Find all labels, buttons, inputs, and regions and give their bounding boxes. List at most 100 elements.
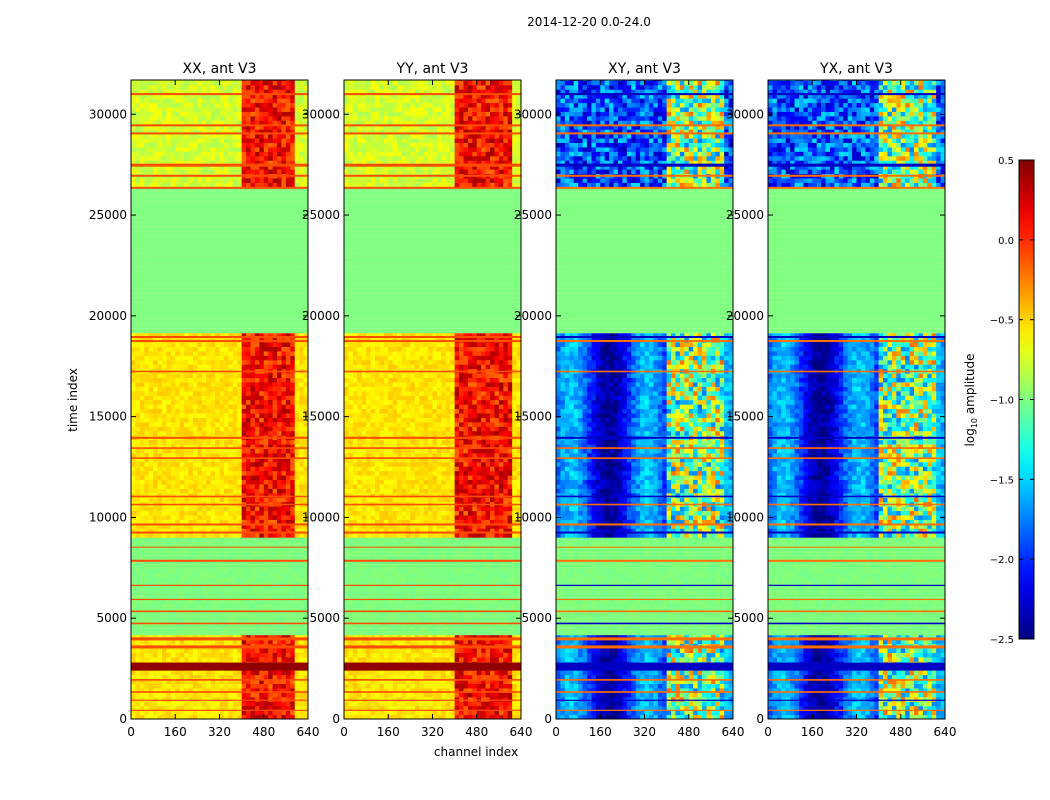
heat-cell bbox=[179, 701, 185, 707]
heat-cell bbox=[428, 683, 433, 689]
heat-cell bbox=[148, 488, 154, 494]
heat-cell bbox=[188, 550, 194, 556]
heat-cell bbox=[131, 612, 136, 618]
heat-cell bbox=[241, 488, 247, 494]
heat-cell bbox=[432, 714, 438, 719]
heat-cell bbox=[277, 612, 282, 618]
heat-cell bbox=[299, 674, 305, 680]
heat-cell bbox=[144, 696, 150, 702]
heat-cell bbox=[241, 426, 247, 432]
heat-cell bbox=[175, 115, 181, 121]
heat-cell bbox=[467, 674, 473, 680]
heat-cell bbox=[277, 488, 282, 494]
heat-cell bbox=[223, 674, 229, 680]
heat-cell bbox=[219, 359, 225, 365]
heat-cell bbox=[272, 479, 278, 485]
heat-cell bbox=[210, 448, 216, 454]
heat-cell bbox=[352, 683, 358, 689]
heat-cell bbox=[441, 714, 447, 719]
heat-cell bbox=[281, 466, 287, 472]
heat-cell bbox=[144, 364, 150, 370]
heat-cell bbox=[157, 169, 163, 175]
heat-cell bbox=[250, 399, 256, 405]
heat-cell bbox=[263, 687, 269, 693]
heat-cell bbox=[237, 692, 243, 698]
heat-cell bbox=[161, 390, 167, 396]
heat-cell bbox=[344, 670, 349, 676]
heat-cell bbox=[254, 585, 260, 591]
heat-cell bbox=[490, 701, 495, 707]
heat-cell bbox=[285, 572, 291, 578]
heat-cell bbox=[357, 701, 363, 707]
heat-cell bbox=[210, 679, 216, 685]
heat-cell bbox=[197, 377, 203, 383]
heat-cell bbox=[290, 625, 296, 631]
heat-cell bbox=[148, 687, 154, 693]
heat-cell bbox=[197, 705, 203, 711]
heat-cell bbox=[237, 133, 243, 139]
heat-cell bbox=[148, 333, 154, 339]
heat-cell bbox=[144, 568, 150, 574]
heat-cell bbox=[206, 554, 212, 560]
heat-cell bbox=[246, 519, 251, 525]
heat-cell bbox=[344, 701, 349, 707]
heat-cell bbox=[148, 523, 154, 529]
heat-cell bbox=[281, 350, 287, 356]
heat-cell bbox=[467, 687, 473, 693]
heat-cell bbox=[277, 355, 282, 361]
heat-cell bbox=[254, 80, 260, 86]
heat-cell bbox=[232, 448, 238, 454]
heat-cell bbox=[254, 408, 260, 414]
heat-cell bbox=[201, 89, 207, 95]
heat-cell bbox=[299, 541, 305, 547]
heat-cell bbox=[352, 670, 358, 676]
heat-cell bbox=[197, 120, 203, 126]
heat-cell bbox=[254, 377, 260, 383]
heat-cell bbox=[259, 594, 265, 600]
heat-cell bbox=[144, 444, 150, 449]
heat-cell bbox=[241, 448, 247, 454]
heat-cell bbox=[170, 359, 176, 365]
heat-cell bbox=[166, 444, 172, 449]
heat-cell bbox=[516, 696, 521, 702]
heat-cell bbox=[206, 541, 212, 547]
heat-cell bbox=[254, 710, 260, 716]
heat-cell bbox=[281, 115, 287, 121]
heat-cell bbox=[161, 439, 167, 445]
heat-cell bbox=[188, 603, 194, 609]
heat-cell bbox=[153, 479, 159, 485]
heat-cell bbox=[188, 639, 194, 645]
heat-cell bbox=[188, 581, 194, 587]
heat-cell bbox=[290, 466, 296, 472]
heat-cell bbox=[210, 466, 216, 472]
heat-cell bbox=[303, 413, 308, 418]
heat-cell bbox=[206, 488, 212, 494]
heat-cell bbox=[131, 466, 136, 472]
heat-cell bbox=[192, 670, 198, 676]
heat-cell bbox=[246, 377, 251, 383]
heat-cell bbox=[263, 670, 269, 676]
heat-cell bbox=[281, 333, 287, 339]
heat-cell bbox=[281, 160, 287, 166]
heat-cell bbox=[144, 120, 150, 126]
heat-cell bbox=[131, 142, 136, 148]
heat-cell bbox=[254, 554, 260, 560]
heat-cell bbox=[277, 404, 282, 410]
heat-cell bbox=[153, 448, 159, 454]
heat-cell bbox=[237, 452, 243, 458]
heat-cell bbox=[268, 84, 274, 90]
heat-cell bbox=[237, 679, 243, 685]
heat-cell bbox=[285, 470, 291, 476]
heat-cell bbox=[232, 612, 238, 618]
heat-cell bbox=[423, 710, 429, 716]
heat-cell bbox=[166, 603, 172, 609]
heat-cell bbox=[219, 696, 225, 702]
heat-cell bbox=[188, 421, 194, 427]
heat-cell bbox=[490, 710, 495, 716]
heat-cell bbox=[197, 701, 203, 707]
heat-cell bbox=[131, 683, 136, 689]
heat-cell bbox=[161, 444, 167, 449]
heat-cell bbox=[131, 634, 136, 640]
heat-cell bbox=[157, 510, 163, 516]
heat-cell bbox=[197, 439, 203, 445]
